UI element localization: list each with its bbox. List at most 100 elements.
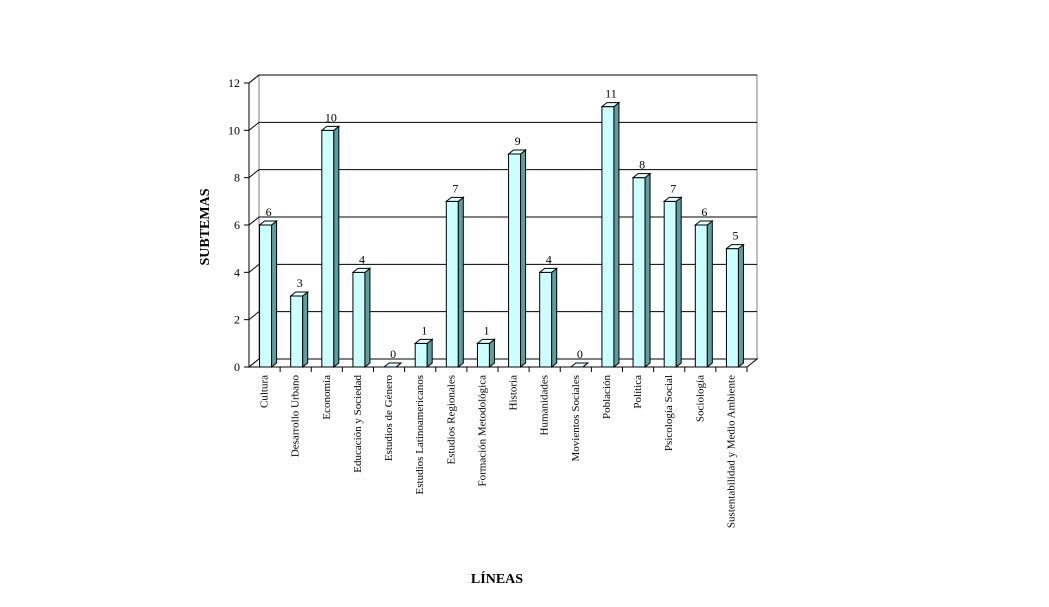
bar-front (725, 248, 739, 368)
data-label: 10 (325, 110, 337, 124)
bar-side (364, 267, 371, 369)
bar-side (644, 172, 651, 369)
x-tick-label: Economía (321, 375, 333, 420)
bar (351, 267, 372, 369)
gridline (248, 121, 757, 131)
bar-side (333, 125, 340, 369)
bar (320, 125, 341, 369)
data-label: 11 (605, 87, 617, 101)
gridline (248, 216, 757, 226)
data-label: 0 (577, 347, 583, 361)
bar (413, 338, 434, 369)
data-label: 1 (483, 323, 489, 337)
x-tick-label: Estudios Regionales (445, 375, 457, 465)
bar-front (694, 224, 708, 368)
bar-top (662, 196, 683, 202)
bar (569, 362, 590, 368)
bar-side (706, 219, 713, 369)
gridlines (248, 74, 757, 321)
bar-side (488, 338, 495, 369)
bar-top (569, 362, 590, 368)
bar-side (551, 267, 558, 369)
y-tick-label: 6 (234, 218, 240, 232)
data-label: 5 (732, 229, 738, 243)
bar (538, 267, 559, 369)
bar-front (476, 342, 490, 368)
bar-top (382, 362, 403, 368)
y-tick-label: 0 (234, 360, 240, 374)
bar-front (259, 224, 273, 368)
bar-top (631, 173, 652, 179)
y-axis-title: SUBTEMAS (198, 188, 213, 265)
x-tick-label: Formación Metodológica (476, 375, 488, 487)
bar-top (600, 102, 621, 108)
bar (725, 243, 745, 369)
bar (289, 290, 310, 369)
data-label: 0 (390, 347, 396, 361)
data-label: 6 (266, 205, 272, 219)
bar-top (289, 291, 310, 297)
data-label: 4 (359, 252, 365, 266)
gridline (248, 169, 757, 179)
x-tick-label: Política (632, 375, 644, 409)
bar-top (476, 338, 496, 344)
x-tick-label: Estudios Latinoamericanos (414, 375, 426, 494)
bar-side (271, 219, 278, 369)
bar-front (445, 200, 459, 368)
data-label: 8 (639, 158, 645, 172)
bar-top (351, 267, 372, 273)
data-label: 6 (701, 205, 707, 219)
bar-front (290, 295, 304, 368)
bar-front (539, 271, 553, 368)
x-tick-label: Movientos Sociales (570, 375, 582, 461)
x-tick-label: Educación y Sociedad (352, 375, 364, 473)
bar (444, 196, 465, 369)
data-label: 9 (515, 134, 521, 148)
bar-side (520, 148, 527, 369)
bars (258, 101, 745, 369)
bar (693, 219, 714, 369)
x-tick-label: Población (601, 375, 613, 419)
x-tick-label: Sociología (694, 375, 706, 422)
x-tick-label: Psicología Social (663, 375, 675, 451)
bar-top (444, 196, 465, 202)
bar-front (663, 200, 677, 368)
bar-front (321, 129, 335, 368)
bar-side (613, 101, 620, 369)
bar-top (725, 244, 745, 250)
data-label: 4 (546, 252, 552, 266)
y-tick-labels: 0 2 4 6 8 10 12 (228, 76, 240, 374)
gridline (248, 311, 757, 321)
y-tick-label: 4 (234, 265, 240, 279)
bar-top (413, 338, 434, 344)
x-axis-title: LÍNEAS (471, 570, 523, 587)
data-label: 7 (670, 181, 676, 195)
bar-top (320, 125, 341, 131)
bar-top (693, 220, 714, 226)
x-tick-label: Sustentabilidad y Medio Ambiente (725, 375, 737, 528)
gridline (248, 263, 757, 273)
y-tick-label: 12 (228, 76, 240, 90)
bar (662, 196, 683, 369)
bar (258, 219, 278, 369)
bar-top (258, 220, 278, 226)
x-tick-label: Desarrollo Urbano (290, 375, 302, 458)
data-label: 7 (452, 181, 458, 195)
x-tick-labels: Cultura Desarrollo Urbano Economía Educació… (259, 375, 738, 529)
bar-side (302, 290, 309, 369)
x-tick-label: Cultura (259, 375, 271, 408)
x-tick-label: Humanidades (539, 375, 551, 435)
bar-front (508, 153, 522, 368)
bar-front (601, 106, 615, 368)
bar-side (426, 338, 433, 369)
bar (631, 172, 652, 369)
bar-front (414, 342, 428, 368)
bar (476, 338, 496, 369)
bar-front (632, 177, 646, 368)
bar (382, 362, 403, 368)
data-label: 1 (421, 323, 427, 337)
bar-side (737, 243, 744, 369)
bar-top (507, 149, 527, 155)
bar-top (538, 267, 559, 273)
